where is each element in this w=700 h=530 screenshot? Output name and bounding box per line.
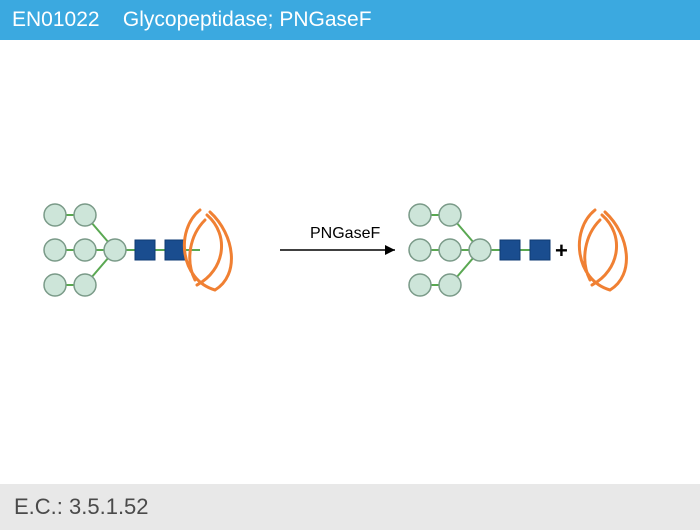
plus-symbol: + — [555, 238, 568, 264]
ec-number: E.C.: 3.5.1.52 — [14, 494, 149, 519]
reaction-svg — [0, 40, 700, 470]
footer-bar: E.C.: 3.5.1.52 — [0, 484, 700, 530]
header-bar: EN01022 Glycopeptidase; PNGaseF — [0, 0, 700, 40]
product-title: Glycopeptidase; PNGaseF — [123, 8, 372, 31]
reaction-diagram: PNGaseF + — [0, 40, 700, 470]
product-code: EN01022 — [12, 8, 100, 31]
enzyme-label: PNGaseF — [310, 225, 380, 243]
